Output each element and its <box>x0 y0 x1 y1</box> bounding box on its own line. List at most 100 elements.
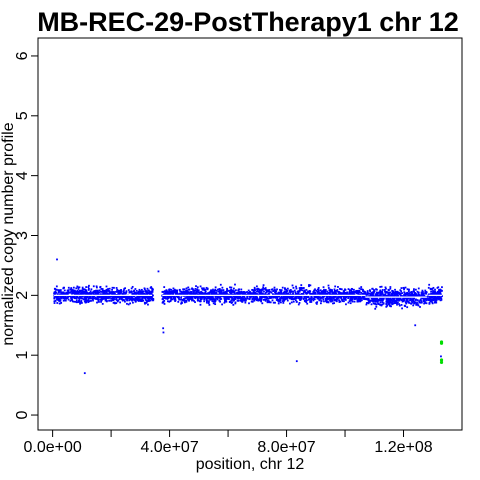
data-point <box>319 302 322 305</box>
data-point <box>99 290 102 293</box>
data-point <box>377 295 380 297</box>
data-point <box>297 297 300 300</box>
data-point <box>192 290 195 292</box>
data-point <box>108 299 111 302</box>
data-point <box>282 300 284 302</box>
data-point <box>290 296 293 299</box>
data-point <box>430 299 433 302</box>
data-point <box>84 297 87 300</box>
data-point <box>203 300 206 303</box>
data-point <box>119 290 122 292</box>
data-point <box>218 296 221 299</box>
data-point <box>194 301 196 304</box>
data-point <box>59 289 62 291</box>
data-point <box>337 291 340 294</box>
data-point <box>182 290 185 293</box>
data-point <box>144 290 147 293</box>
data-point <box>168 289 171 292</box>
data-point <box>436 291 439 294</box>
data-point <box>118 297 121 300</box>
data-point <box>96 297 99 300</box>
data-point <box>168 288 171 291</box>
data-point <box>312 297 315 300</box>
data-point <box>134 292 137 294</box>
data-point <box>379 303 381 306</box>
data-point <box>404 305 407 308</box>
data-point <box>174 290 177 293</box>
data-point <box>319 298 322 300</box>
data-point <box>398 299 401 302</box>
data-point <box>344 297 347 300</box>
data-point <box>391 297 394 300</box>
data-point <box>424 298 426 301</box>
data-point <box>363 293 365 296</box>
data-point <box>417 304 420 307</box>
data-point <box>58 289 61 292</box>
x-axis: 0.0e+00 4.0e+07 8.0e+07 1.2e+08 <box>23 430 433 456</box>
data-point <box>280 295 283 298</box>
data-point <box>278 292 281 294</box>
data-point <box>223 301 226 304</box>
data-point <box>331 292 334 295</box>
data-point <box>124 292 127 295</box>
data-point <box>430 290 432 293</box>
data-point <box>309 300 312 303</box>
data-point <box>260 296 263 299</box>
data-point <box>138 296 141 298</box>
data-point <box>368 295 370 298</box>
data-point <box>80 300 83 302</box>
data-point <box>149 297 152 300</box>
data-point <box>71 296 74 298</box>
data-point <box>115 299 118 301</box>
data-point <box>324 297 327 300</box>
data-point <box>286 293 289 296</box>
data-point <box>251 298 254 301</box>
data-point <box>380 304 382 306</box>
data-point <box>185 296 188 299</box>
data-point <box>109 292 112 295</box>
data-point <box>54 288 57 291</box>
data-point <box>105 288 108 291</box>
data-point <box>424 289 427 292</box>
data-point <box>127 289 130 291</box>
data-point <box>285 291 288 294</box>
data-point <box>250 292 253 295</box>
data-point <box>398 304 401 307</box>
data-point <box>383 295 386 298</box>
data-point <box>85 291 88 293</box>
data-point <box>371 293 374 296</box>
data-point <box>381 290 384 293</box>
data-point <box>334 290 337 293</box>
data-point <box>350 298 353 301</box>
data-point <box>306 299 308 302</box>
data-point <box>329 299 331 302</box>
data-point <box>377 299 380 302</box>
data-point <box>434 297 437 300</box>
data-point <box>290 298 293 301</box>
data-point <box>222 295 225 298</box>
data-point <box>147 295 150 297</box>
data-point <box>163 286 166 288</box>
data-point <box>221 303 223 306</box>
data-point <box>202 295 205 298</box>
data-point <box>201 287 203 290</box>
data-point <box>391 302 394 304</box>
data-point <box>386 304 389 307</box>
data-point <box>315 289 318 292</box>
data-point <box>382 298 384 301</box>
data-point <box>335 297 338 300</box>
data-point <box>324 292 327 295</box>
data-point <box>370 303 373 306</box>
data-point <box>172 291 175 294</box>
data-point <box>274 296 277 299</box>
data-point <box>291 297 293 300</box>
data-point <box>419 298 422 301</box>
data-point <box>259 291 261 294</box>
data-point <box>104 291 106 294</box>
data-point <box>408 288 410 291</box>
data-point <box>121 293 124 296</box>
data-point <box>234 293 237 296</box>
data-point <box>106 292 108 295</box>
data-point <box>202 287 205 290</box>
data-point <box>122 298 124 301</box>
